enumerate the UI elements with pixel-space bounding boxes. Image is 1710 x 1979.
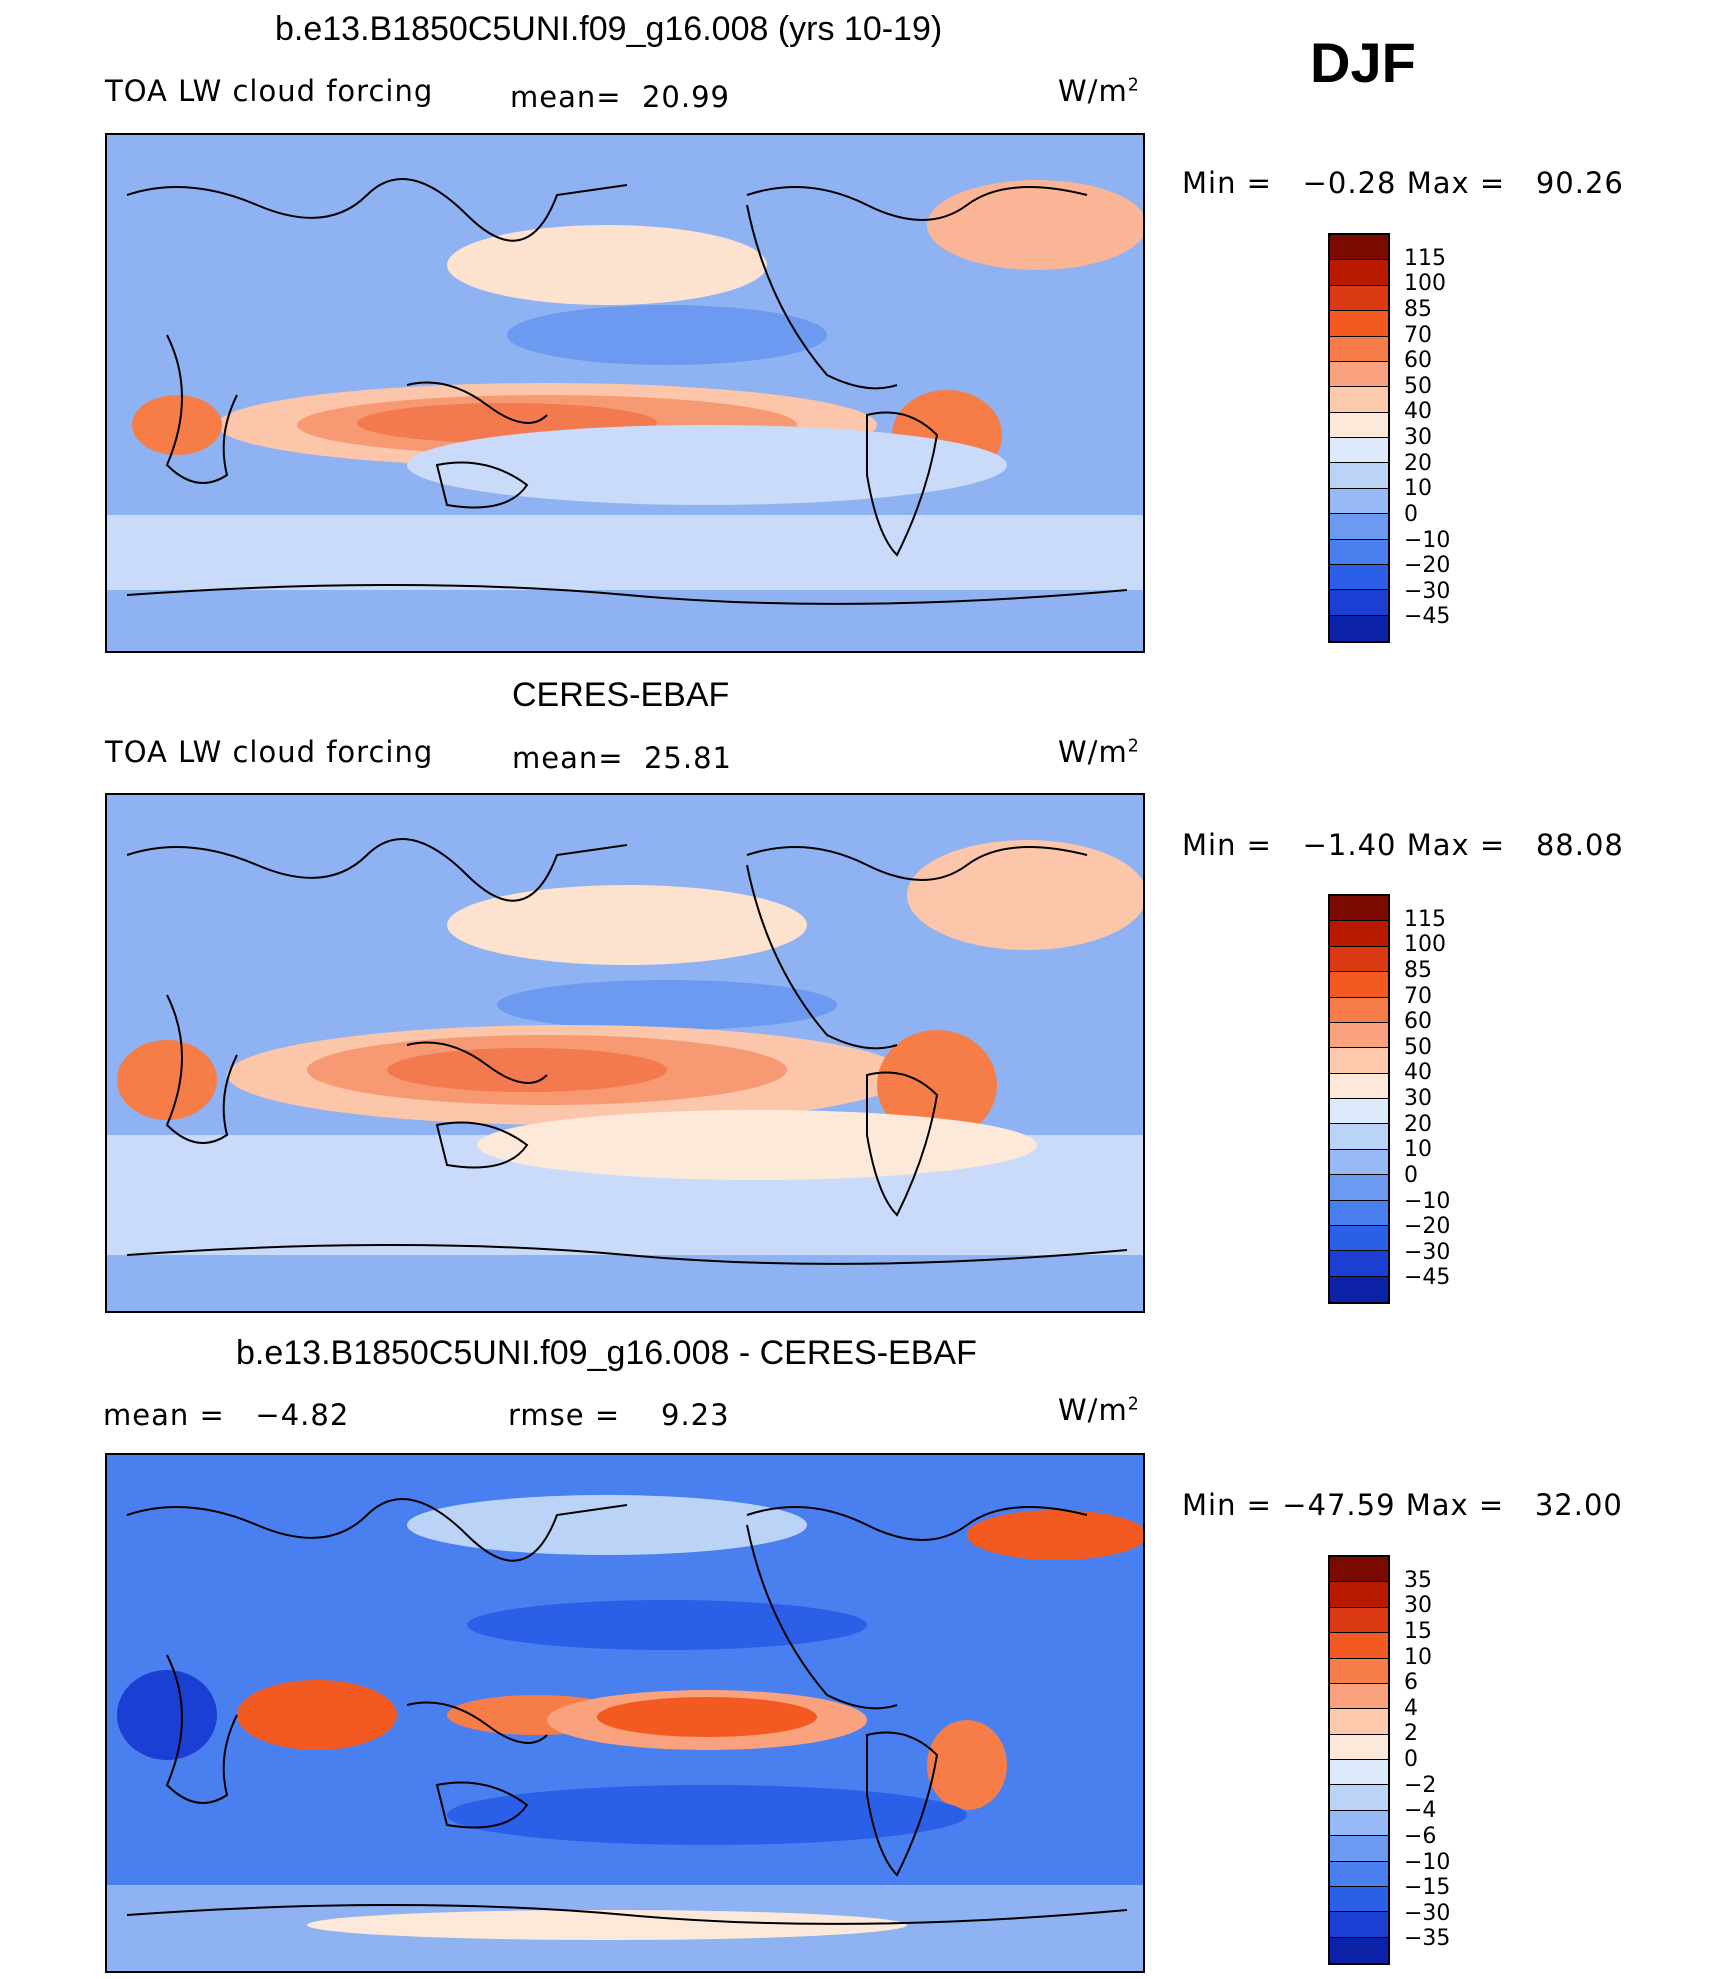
colorbar-tick-label: 6 [1404,1670,1418,1696]
colorbar-tick-label: 85 [1404,957,1432,983]
panel2-title: CERES-EBAF [512,676,730,714]
colorbar-tick-label: 85 [1404,296,1432,322]
season-label: DJF [1310,31,1416,94]
colorbar-tick-label: 40 [1404,1060,1432,1086]
panel3-units-label: W/m2 [1058,1393,1140,1427]
colorbar-tick-label: 30 [1404,425,1432,450]
colorbar-tick-label: 40 [1404,399,1432,425]
colorbar-tick-label: 2 [1404,1721,1418,1747]
colorbar-tick-label: 60 [1404,348,1432,374]
panel1-title: b.e13.B1850C5UNI.f09_g16.008 (yrs 10-19) [275,10,943,48]
colorbar-tick-label: −4 [1404,1798,1437,1824]
colorbar-tick-label: 50 [1404,373,1432,399]
colorbar-tick-label: 4 [1404,1695,1418,1721]
colorbar-tick-label: −10 [1404,527,1451,553]
colorbar-tick-label: 10 [1404,1644,1432,1670]
panel3-rmse-label: rmse = 9.23 [508,1398,730,1432]
colorbar-tick-label: 10 [1404,476,1432,502]
colorbar-tick-label: 60 [1404,1009,1432,1035]
colorbar-tick-label: −45 [1404,604,1451,630]
colorbar-tick-label: 50 [1404,1034,1432,1060]
panel2-minmax-label: Min = −1.40 Max = 88.08 [1182,828,1624,862]
colorbar-tick-label: −30 [1404,578,1451,604]
colorbar-tick-label: −6 [1404,1823,1437,1849]
colorbar-tick-label: 35 [1404,1567,1432,1593]
panel3-minmax-label: Min = −47.59 Max = 32.00 [1182,1488,1623,1522]
panel2-variable-label: TOA LW cloud forcing [105,735,434,769]
colorbar-tick-label: −20 [1404,1214,1451,1240]
colorbar-tick-label: 100 [1404,271,1446,297]
colorbar-tick-label: 20 [1404,450,1432,476]
colorbar-tick-label: −45 [1404,1265,1451,1291]
panel1-map [105,133,1145,653]
panel1-map-svg [107,135,1143,651]
colorbar-tick-label: 100 [1404,932,1446,958]
panel1-minmax-label: Min = −0.28 Max = 90.26 [1182,166,1624,200]
panel1-mean-label: mean= 20.99 [510,80,730,114]
colorbar-tick-label: −10 [1404,1849,1451,1875]
colorbar-tick-label: 30 [1404,1593,1432,1619]
panel2-colorbar [1328,894,1390,1304]
colorbar-tick-label: 115 [1404,245,1446,271]
colorbar-tick-label: 15 [1404,1618,1432,1644]
colorbar-tick-label: −10 [1404,1188,1451,1214]
panel3-mean-label: mean = −4.82 [103,1398,350,1432]
colorbar-tick-label: −2 [1404,1772,1437,1798]
colorbar-tick-label: 0 [1404,1162,1418,1188]
panel2-units-label: W/m2 [1058,735,1140,769]
panel1-colorbar-box [1330,235,1388,261]
colorbar-tick-label: 30 [1404,1086,1432,1111]
colorbar-tick-label: −20 [1404,553,1451,579]
colorbar-tick-label: 70 [1404,322,1432,348]
colorbar-tick-label: −30 [1404,1239,1451,1265]
panel1-units-label: W/m2 [1058,74,1140,108]
colorbar-tick-label: 70 [1404,983,1432,1009]
colorbar-tick-label: 0 [1404,501,1418,527]
panel2-map [105,793,1145,1313]
panel3-colorbar [1328,1555,1390,1965]
panel3-title: b.e13.B1850C5UNI.f09_g16.008 - CERES-EBA… [236,1334,977,1372]
panel3-map [105,1453,1145,1973]
panel2-map-svg [107,795,1143,1311]
colorbar-tick-label: 20 [1404,1111,1432,1137]
colorbar-tick-label: −35 [1404,1926,1451,1952]
colorbar-tick-label: −30 [1404,1900,1451,1926]
panel2-mean-label: mean= 25.81 [512,741,732,775]
panel1-colorbar [1328,233,1390,643]
colorbar-tick-label: 10 [1404,1137,1432,1163]
panel1-variable-label: TOA LW cloud forcing [105,74,434,108]
panel3-map-svg [107,1455,1143,1971]
colorbar-tick-label: −15 [1404,1875,1451,1901]
colorbar-tick-label: 0 [1404,1747,1418,1772]
colorbar-tick-label: 115 [1404,906,1446,932]
